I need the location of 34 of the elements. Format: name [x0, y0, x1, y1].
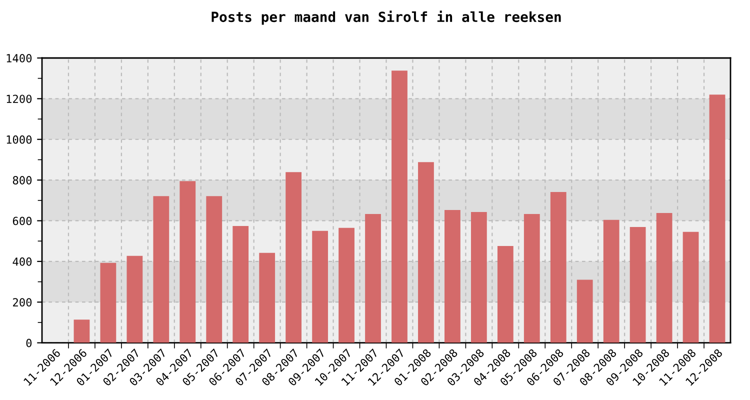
y-tick-label: 0 — [26, 338, 32, 348]
bar — [524, 214, 540, 343]
bar — [630, 227, 646, 343]
chart-title: Posts per maand van Sirolf in alle reeksen — [212, 10, 561, 25]
bar — [232, 226, 249, 343]
y-tick-label: 800 — [12, 176, 32, 184]
bar — [312, 230, 328, 343]
bar — [656, 213, 672, 343]
bar — [682, 232, 699, 343]
bar — [470, 212, 487, 343]
bar — [576, 280, 593, 343]
bar — [418, 162, 434, 343]
bar — [126, 256, 143, 343]
bar — [286, 172, 302, 343]
bar — [603, 220, 620, 343]
y-tick-label: 600 — [12, 216, 32, 226]
bar — [153, 196, 170, 343]
bar — [392, 70, 408, 343]
y-tick-label: 1200 — [6, 94, 32, 104]
bar — [497, 246, 514, 343]
bar — [338, 228, 354, 343]
bar — [709, 94, 726, 343]
bar — [74, 320, 90, 343]
y-tick-label: 1400 — [6, 54, 32, 62]
bar — [206, 196, 222, 343]
bar — [180, 181, 196, 343]
bar — [444, 210, 460, 343]
bar — [100, 262, 116, 343]
bar — [365, 214, 381, 343]
bar — [550, 192, 566, 343]
y-tick-label: 400 — [12, 257, 32, 266]
bar — [259, 252, 276, 343]
y-tick-label: 200 — [13, 298, 32, 307]
y-tick-label: 1000 — [6, 135, 32, 144]
